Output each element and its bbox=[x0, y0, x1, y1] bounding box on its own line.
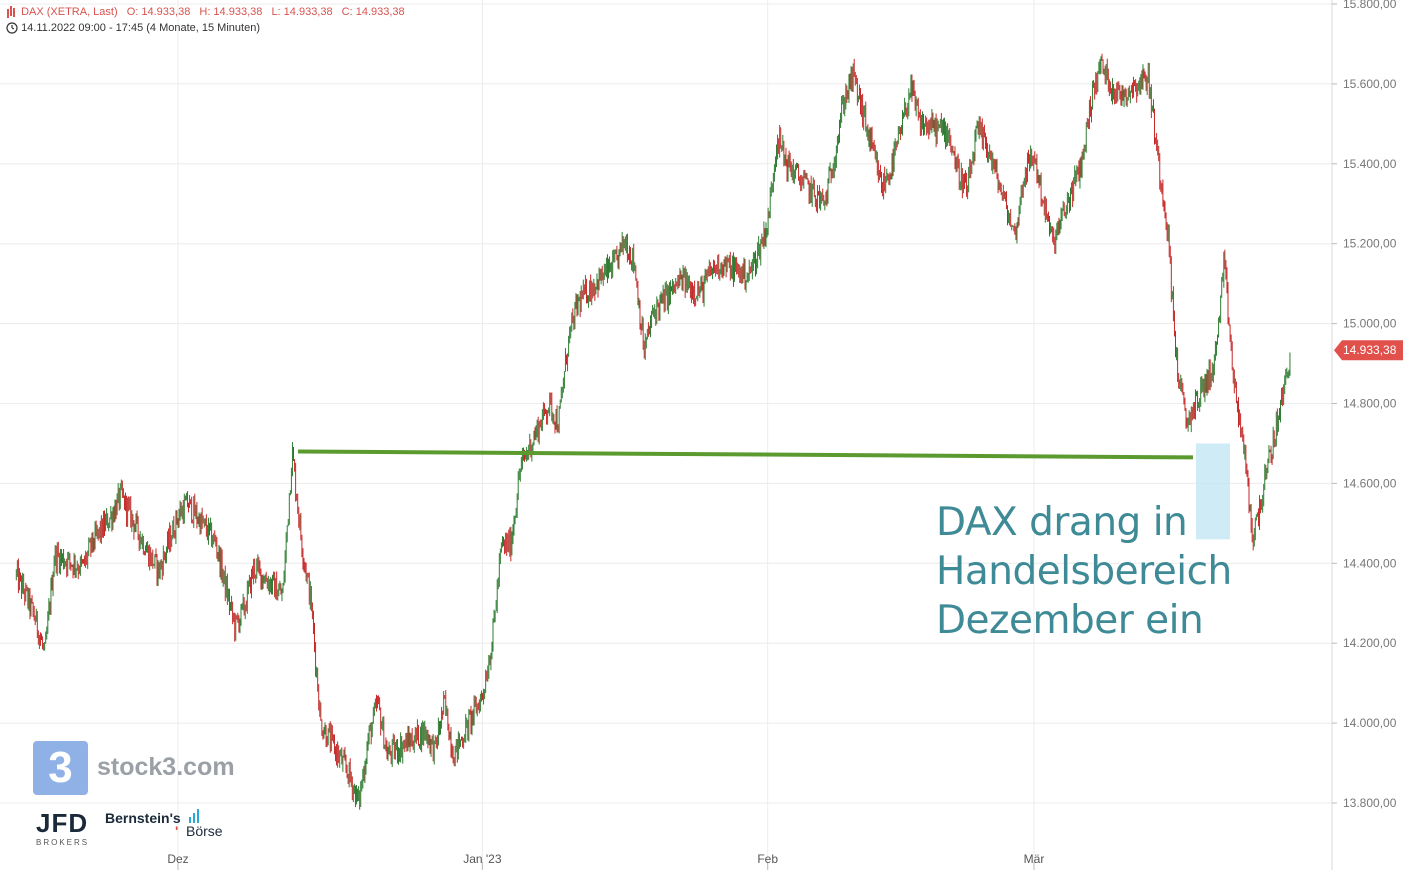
x-tick-label: Mär bbox=[1024, 852, 1045, 866]
bernstein-bars-icon bbox=[189, 809, 199, 823]
y-tick-label: 15.200,00 bbox=[1343, 237, 1397, 251]
y-tick-label: 13.800,00 bbox=[1343, 796, 1397, 810]
time-range-info: 14.11.2022 09:00 - 17:45 (4 Monate, 15 M… bbox=[6, 22, 260, 34]
period: (4 Monate, 15 Minuten) bbox=[146, 22, 260, 34]
jfd-logo-subtitle: BROKERS bbox=[36, 838, 90, 847]
support-line bbox=[297, 449, 1194, 460]
boerse-logo: Börse bbox=[186, 823, 223, 839]
x-axis-ticks: Dez Jan '23 Feb Mär bbox=[167, 852, 1044, 870]
grid bbox=[0, 0, 1332, 870]
jfd-logo: JFD bbox=[36, 808, 89, 838]
annotation-line-2: Handelsbereich bbox=[936, 549, 1232, 594]
x-tick-label: Dez bbox=[167, 852, 188, 866]
last-price-label: 14.933,38 bbox=[1343, 343, 1397, 357]
x-tick-label: Feb bbox=[757, 852, 778, 866]
stock3-logo-icon: 3 bbox=[33, 741, 88, 795]
y-tick-label: 15.000,00 bbox=[1343, 317, 1397, 331]
x-tick-label: Jan '23 bbox=[463, 852, 502, 866]
candles bbox=[15, 53, 1291, 810]
y-tick-label: 15.400,00 bbox=[1343, 157, 1397, 171]
bars-chart-icon bbox=[7, 6, 15, 18]
annotation-line-3: Dezember ein bbox=[936, 598, 1204, 643]
highlight-zone bbox=[1196, 443, 1230, 540]
y-tick-label: 14.000,00 bbox=[1343, 716, 1397, 730]
stock3-logo-text: stock3.com bbox=[97, 753, 235, 781]
y-tick-label: 14.400,00 bbox=[1343, 556, 1397, 570]
y-tick-label: 14.200,00 bbox=[1343, 636, 1397, 650]
boerse-logo-mark: ' bbox=[175, 823, 179, 839]
y-tick-label: 15.800,00 bbox=[1343, 0, 1397, 11]
y-tick-label: 14.600,00 bbox=[1343, 476, 1397, 490]
high-value: H: 14.933,38 bbox=[199, 6, 263, 18]
annotation-line-1: DAX drang in bbox=[936, 500, 1188, 545]
close-value: C: 14.933,38 bbox=[341, 6, 405, 18]
bernstein-logo: Bernstein's bbox=[105, 810, 181, 826]
last-price-tag-shape bbox=[1334, 340, 1403, 361]
instrument-name: DAX (XETRA, Last) bbox=[21, 6, 118, 18]
low-value: L: 14.933,38 bbox=[271, 6, 333, 18]
y-axis-ticks: 13.800,00 14.000,00 14.200,00 14.400,00 14.6… bbox=[1332, 0, 1397, 810]
y-tick-label: 14.800,00 bbox=[1343, 397, 1397, 411]
clock-icon bbox=[6, 22, 18, 34]
ohlc-info: DAX (XETRA, Last) O: 14.933,38 H: 14.933… bbox=[6, 6, 405, 18]
last-price-tag: 14.933,38 bbox=[1334, 340, 1403, 361]
open-value: O: 14.933,38 bbox=[126, 6, 191, 18]
y-tick-label: 15.600,00 bbox=[1343, 77, 1397, 91]
time-range: 14.11.2022 09:00 - 17:45 bbox=[21, 22, 144, 34]
